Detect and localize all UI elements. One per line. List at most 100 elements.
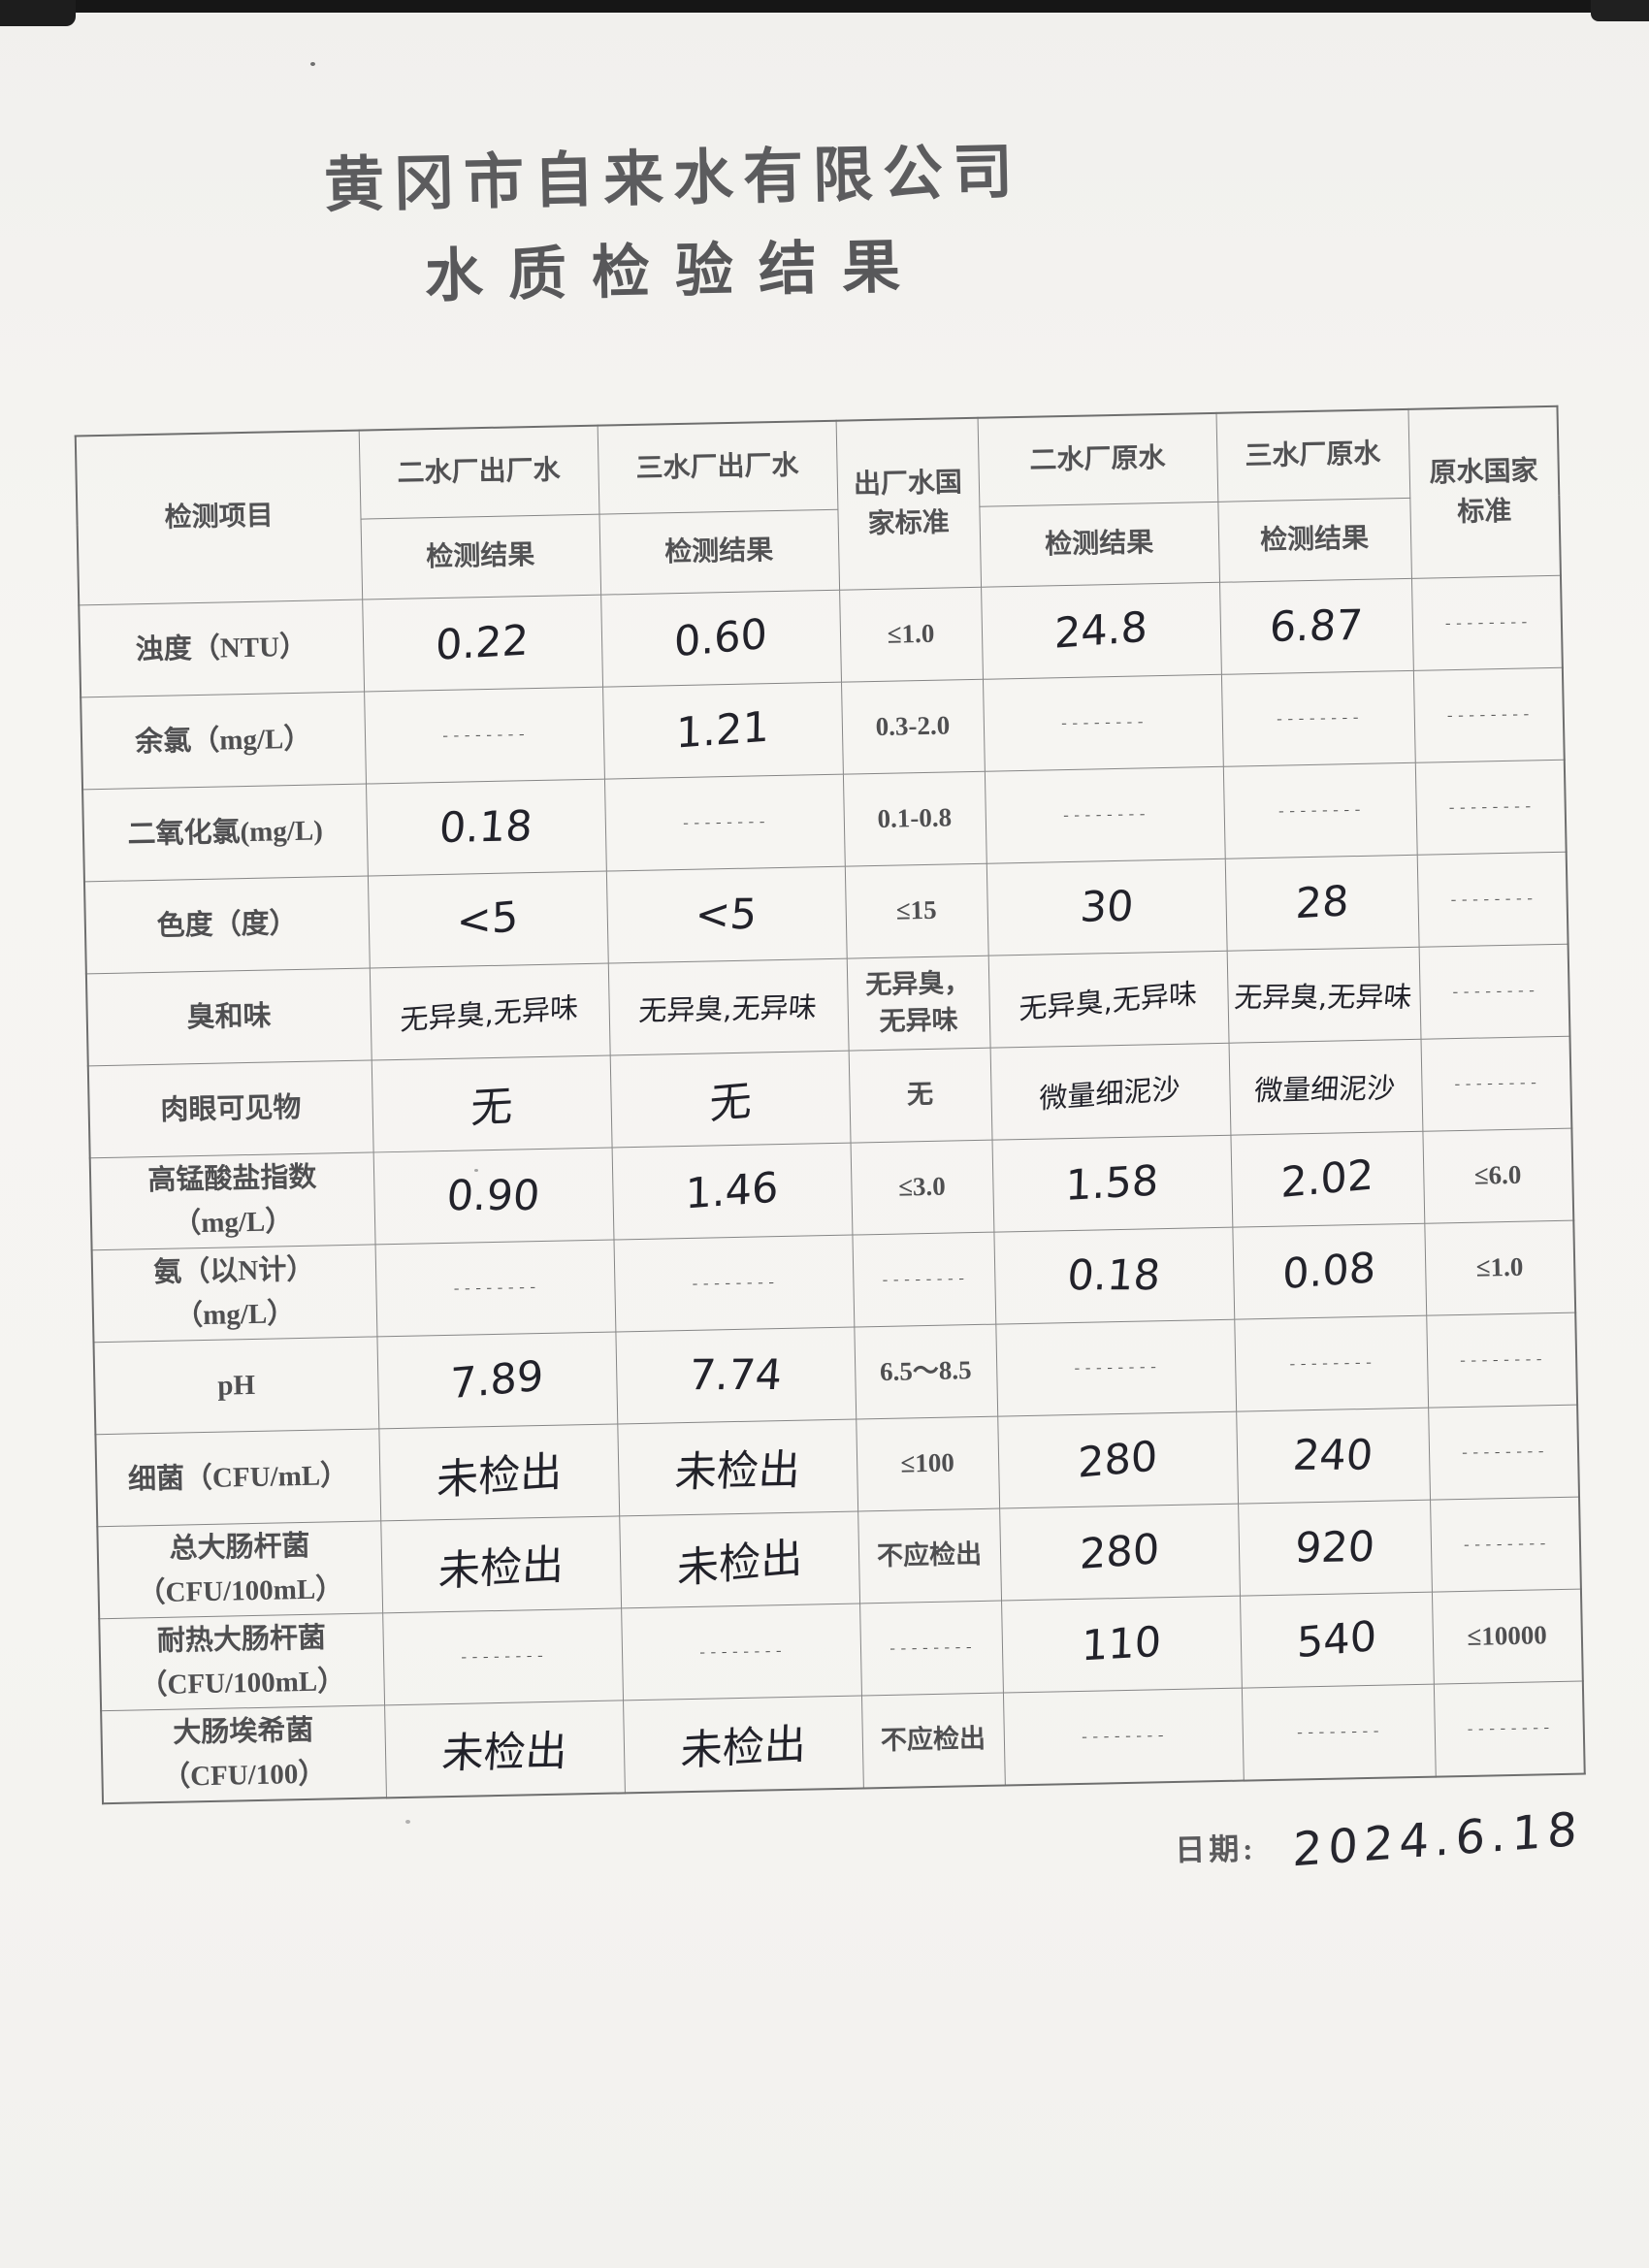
value-cell: 0.08	[1232, 1223, 1427, 1320]
blank-dashes: --------	[1072, 1359, 1160, 1377]
header-plant2-raw-result: 检测结果	[979, 502, 1220, 588]
blank-dashes: --------	[1276, 801, 1364, 820]
value-cell: 1.21	[602, 682, 843, 780]
value-cell: --------	[1418, 944, 1570, 1040]
handwritten-value: 280	[1079, 1525, 1160, 1580]
handwritten-value: 未检出	[436, 1447, 563, 1506]
value-cell: 未检出	[380, 1515, 622, 1613]
blank-dashes: --------	[1079, 1728, 1167, 1745]
value-cell: 无异臭,无异味	[607, 958, 849, 1056]
row-label: 大肠埃希菌 （CFU/100）	[101, 1704, 386, 1804]
handwritten-value: 540	[1296, 1611, 1377, 1669]
handwritten-date: 2024.6.18	[1292, 1801, 1585, 1878]
printed-standard-value: 0.1-0.8	[877, 802, 953, 834]
blank-dashes: --------	[1287, 1354, 1375, 1373]
blank-dashes: --------	[1457, 1351, 1546, 1370]
scan-corner-artifact-right	[1591, 0, 1649, 21]
value-cell: 240	[1236, 1408, 1431, 1505]
value-cell: 不应检出	[857, 1508, 1002, 1604]
value-cell: --------	[1220, 670, 1415, 767]
handwritten-value: 0.90	[444, 1171, 542, 1221]
handwritten-value: 920	[1293, 1522, 1376, 1573]
value-cell: 未检出	[619, 1511, 860, 1608]
handwritten-value: 110	[1081, 1617, 1162, 1671]
value-cell: --------	[852, 1232, 996, 1328]
blank-dashes: --------	[451, 1280, 539, 1297]
handwritten-value: 1.58	[1064, 1156, 1160, 1211]
printed-standard-value: ≤1.0	[1475, 1251, 1524, 1282]
date-line: 日期: 2024.6.18	[103, 1802, 1593, 1894]
blank-dashes: --------	[1450, 983, 1538, 1001]
blank-dashes: --------	[458, 1647, 547, 1666]
blank-dashes: --------	[1444, 706, 1533, 725]
handwritten-value: 未检出	[436, 1540, 565, 1597]
value-cell: --------	[1416, 852, 1568, 948]
value-cell: --------	[1430, 1497, 1581, 1593]
value-cell: 2.02	[1230, 1131, 1425, 1228]
value-cell: --------	[1414, 760, 1567, 856]
handwritten-value: 7.74	[687, 1350, 785, 1401]
value-cell: --------	[984, 766, 1225, 864]
blank-dashes: --------	[1446, 798, 1535, 817]
value-cell: 0.60	[600, 590, 842, 688]
value-cell: 不应检出	[860, 1693, 1005, 1789]
printed-standard-value: 6.5～8.5	[879, 1355, 972, 1387]
row-label: 总大肠杆菌 （CFU/100mL）	[97, 1520, 383, 1619]
handwritten-value: 无异臭,无异味	[1233, 980, 1414, 1015]
handwritten-value: 无	[709, 1077, 752, 1129]
handwritten-value: 7.89	[450, 1351, 544, 1409]
blank-dashes: --------	[1058, 714, 1147, 732]
value-cell: 无异臭,无异味	[369, 963, 610, 1060]
value-cell: 0.22	[362, 595, 603, 693]
value-cell: 7.89	[376, 1331, 618, 1429]
scan-corner-artifact	[0, 0, 76, 26]
row-label: 浊度（NTU）	[79, 599, 365, 697]
handwritten-value: 0.18	[437, 802, 534, 854]
header-plant2-out: 二水厂出厂水	[358, 425, 599, 520]
value-cell: ≤10000	[1431, 1589, 1583, 1685]
value-cell: --------	[1241, 1684, 1436, 1781]
blank-dashes: --------	[1465, 1720, 1553, 1737]
value-cell: --------	[613, 1235, 855, 1332]
results-table-body: 浊度（NTU） 0.22 0.60 ≤1.0 24.8 6.87 -------- 余氯（mg…	[79, 575, 1585, 1804]
printed-standard-value: ≤6.0	[1473, 1159, 1522, 1190]
report-subtitle: 水质检验结果	[424, 234, 926, 309]
water-quality-table: 检测项目 二水厂出厂水 三水厂出厂水 出厂水国 家标准 二水厂原水 三水厂原水 …	[74, 405, 1586, 1805]
value-cell: 1.58	[991, 1135, 1233, 1233]
blank-dashes: --------	[1274, 709, 1362, 728]
scan-speck	[474, 1169, 478, 1172]
handwritten-value: 24.8	[1053, 602, 1148, 659]
value-cell: ≤100	[856, 1416, 1000, 1512]
handwritten-value: 280	[1077, 1432, 1158, 1488]
value-cell: ≤15	[844, 863, 988, 959]
value-cell: --------	[382, 1607, 624, 1705]
value-cell: 540	[1239, 1592, 1434, 1689]
handwritten-value: 30	[1078, 882, 1135, 932]
value-cell: 7.74	[615, 1327, 857, 1424]
blank-dashes: --------	[880, 1271, 968, 1288]
handwritten-value: 240	[1291, 1431, 1375, 1480]
value-cell: 0.90	[372, 1148, 614, 1245]
date-label: 日期:	[1174, 1831, 1257, 1868]
value-cell: ≤1.0	[839, 587, 983, 683]
value-cell: --------	[1222, 762, 1417, 859]
header-plant3-out-result: 检测结果	[598, 509, 840, 596]
header-out-standard: 出厂水国 家标准	[835, 417, 982, 591]
printed-standard-value: 无	[906, 1079, 934, 1110]
printed-standard-value: ≤15	[895, 894, 937, 925]
printed-standard-value: ≤3.0	[897, 1171, 947, 1202]
value-cell: --------	[859, 1601, 1003, 1696]
document-content: 黄冈市自来水有限公司 水质检验结果 检测项目 二水厂出厂水 三水厂出厂水 出厂水…	[69, 112, 1593, 1894]
value-cell: <5	[605, 866, 847, 964]
handwritten-value: 0.18	[1065, 1250, 1163, 1301]
row-label: 二氧化氯(mg/L)	[82, 784, 368, 882]
blank-dashes: --------	[690, 1275, 778, 1292]
value-cell: --------	[995, 1319, 1237, 1417]
row-label: 臭和味	[85, 967, 372, 1066]
value-cell: 0.18	[993, 1227, 1235, 1325]
printed-standard-value: ≤1.0	[887, 618, 935, 649]
handwritten-value: 无异臭,无异味	[400, 990, 579, 1037]
printed-standard-value: 0.3-2.0	[875, 710, 951, 742]
blank-dashes: --------	[1060, 806, 1148, 825]
